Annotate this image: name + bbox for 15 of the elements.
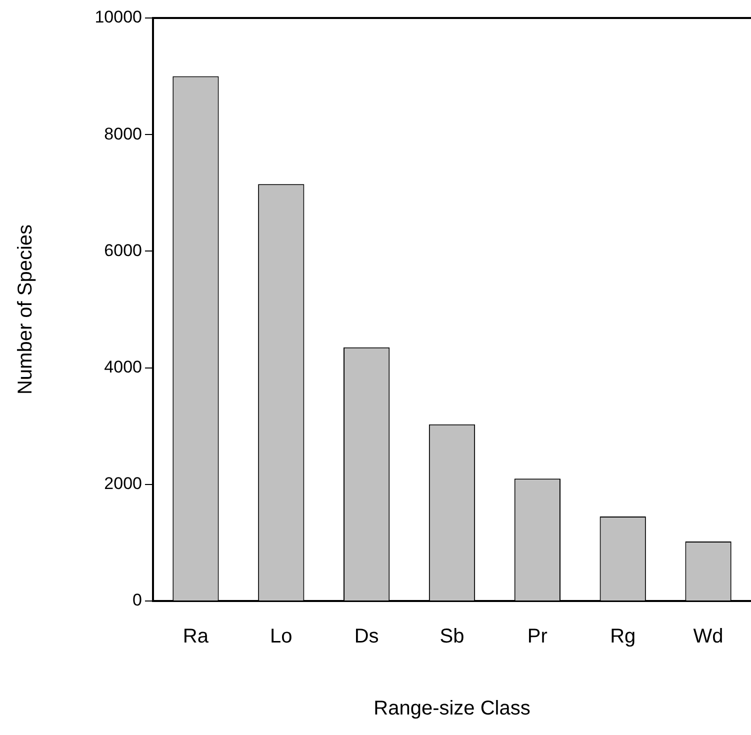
x-tick-label: Sb — [440, 626, 464, 648]
x-tick-label: Pr — [527, 626, 548, 648]
x-tick-label: Lo — [270, 626, 292, 648]
y-tick-label: 10000 — [94, 8, 142, 27]
x-axis-title: Range-size Class — [374, 698, 530, 720]
y-tick-label: 6000 — [104, 240, 142, 260]
y-tick-label: 8000 — [104, 124, 142, 144]
x-tick-label: Ra — [182, 626, 210, 648]
x-tick-label: Wd — [693, 626, 724, 648]
y-tick-label: 0 — [132, 590, 142, 610]
y-axis-title: Number of Species — [14, 224, 37, 395]
x-tick-label: Ds — [354, 626, 379, 648]
y-tick-label: 4000 — [104, 357, 142, 376]
x-tick-label: Rg — [610, 626, 636, 648]
y-tick-label: 2000 — [104, 474, 142, 494]
